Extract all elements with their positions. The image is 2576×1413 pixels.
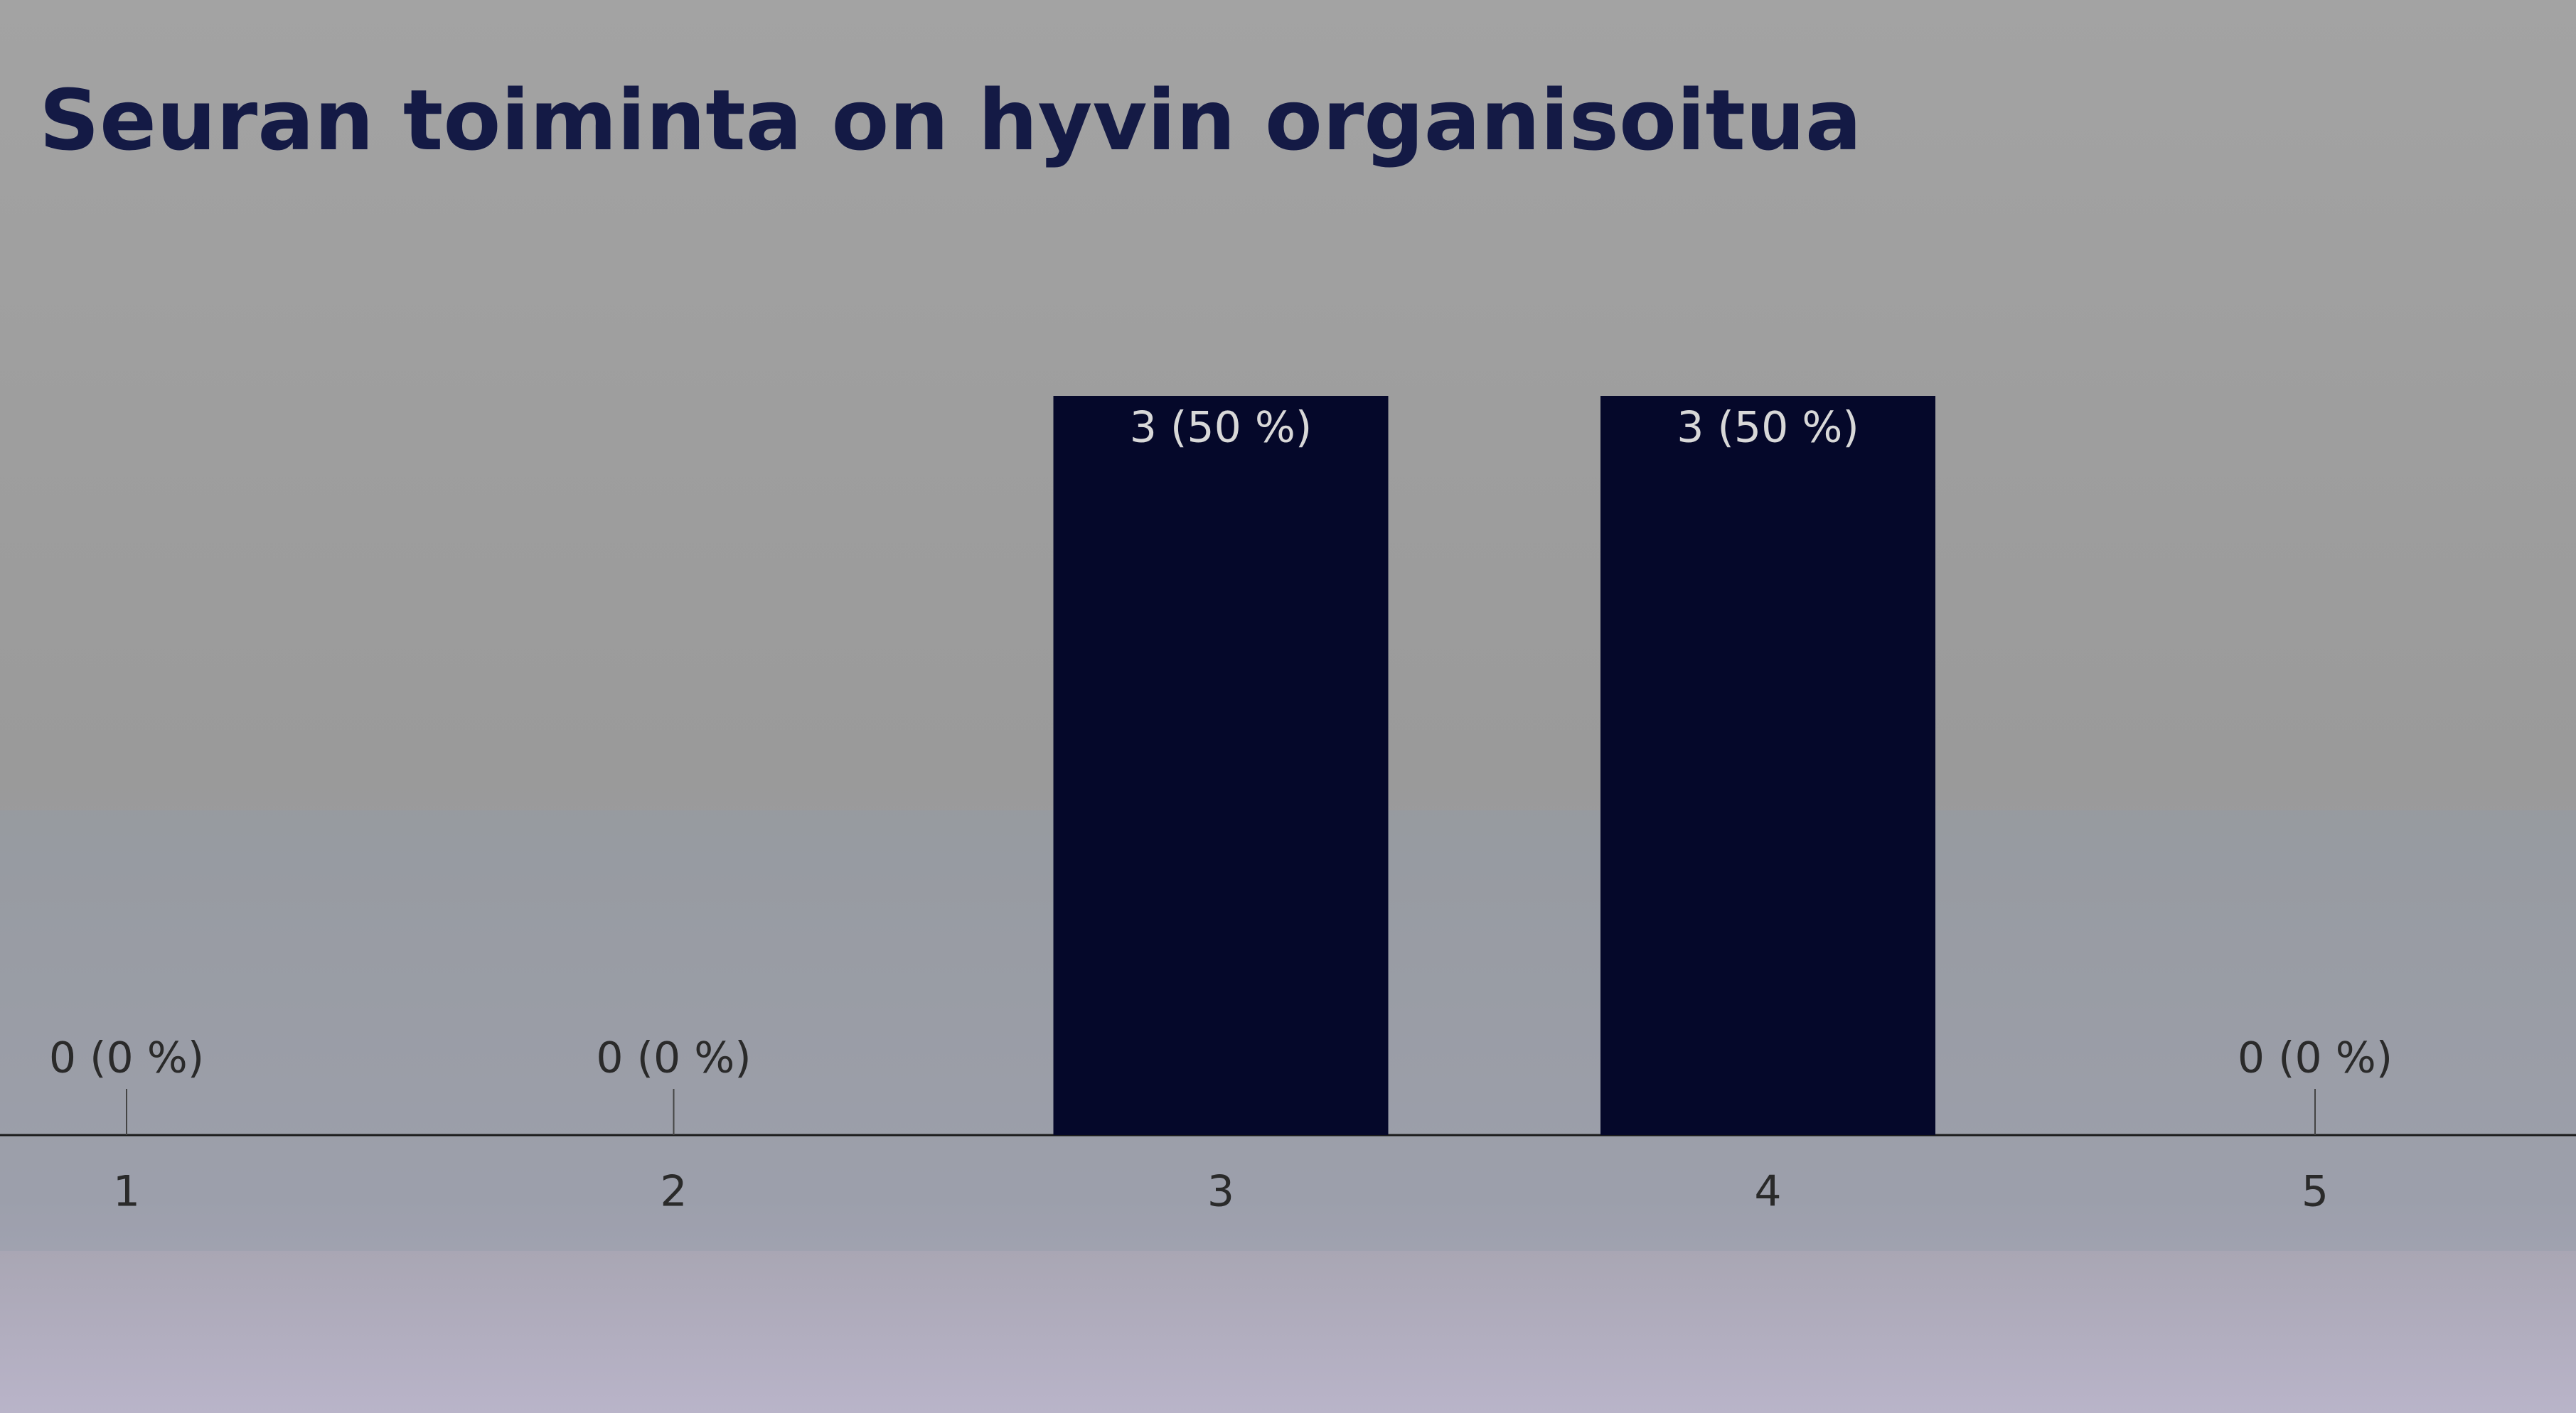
value-label: 0 (0 %) <box>49 1033 204 1083</box>
x-tick-label: 3 <box>1207 1167 1234 1217</box>
x-tick-label: 4 <box>1754 1167 1781 1217</box>
value-label: 0 (0 %) <box>2238 1033 2393 1083</box>
bar <box>1054 396 1389 1135</box>
bar <box>1600 396 1935 1135</box>
chart-title: Seuran toiminta on hyvin organisoitua <box>39 71 1862 169</box>
value-label: 3 (50 %) <box>1130 403 1313 453</box>
x-tick-label: 2 <box>660 1167 687 1217</box>
chart: Seuran toiminta on hyvin organisoitua 1 0… <box>0 0 2576 1413</box>
value-label: 3 (50 %) <box>1677 403 1859 453</box>
value-label: 0 (0 %) <box>596 1033 751 1083</box>
x-tick-label: 5 <box>2302 1167 2329 1217</box>
page: Seuran toiminta on hyvin organisoitua 1 0… <box>0 0 2576 1413</box>
x-tick-label: 1 <box>113 1167 140 1217</box>
